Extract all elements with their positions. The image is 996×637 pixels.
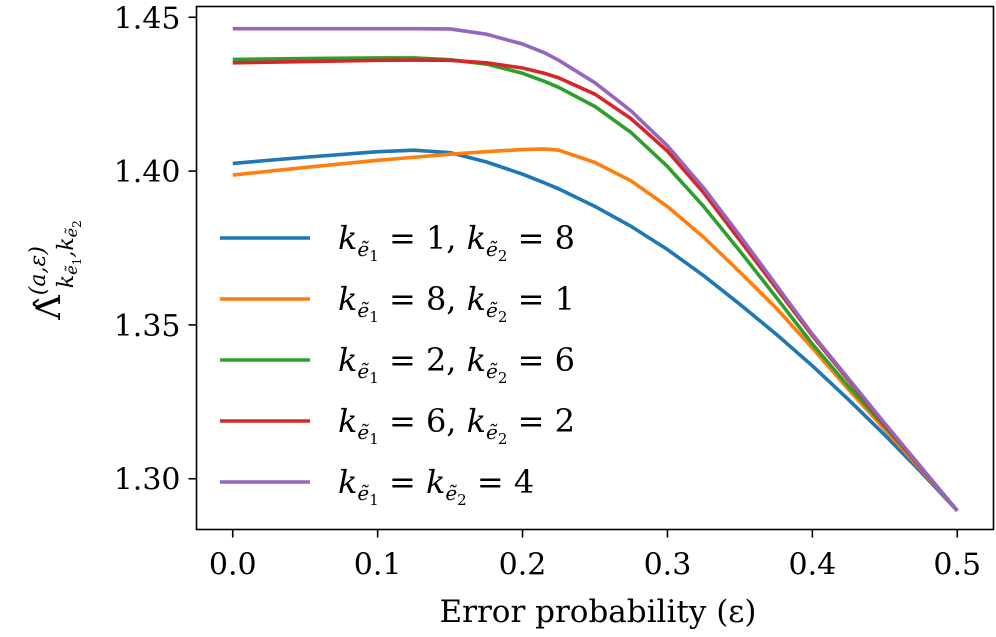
x-tick-label: 0.0 [209,548,257,583]
legend-label: kẽ1 = 2, kẽ2 = 6 [338,341,575,387]
y-axis-label-superscript: (a,ε) [26,246,51,295]
y-axis-label-subscript-e2: ẽ [62,227,81,237]
series-line-2 [232,147,959,512]
legend-label: kẽ1 = kẽ2 = 4 [338,463,534,509]
legend-label: kẽ1 = 6, kẽ2 = 2 [338,402,575,448]
x-tick-label: 0.5 [933,548,981,583]
x-axis-label: Error probability (ε) [440,594,757,630]
legend-item-4: kẽ1 = 6, kẽ2 = 2 [220,402,575,448]
legend-label: kẽ1 = 8, kẽ2 = 1 [338,280,575,326]
y-tick-label: 1.35 [114,309,181,344]
y-axis-label: Λ̂(a,ε) kẽ1,kẽ2 [26,220,84,321]
x-tick-label: 0.2 [499,548,547,583]
series-line-1 [232,148,959,512]
series-line-3 [232,56,959,512]
y-axis-label-base: Λ̂ [29,295,69,321]
x-tick-label: 0.4 [789,548,837,583]
y-tick-label: 1.45 [114,1,181,36]
legend: kẽ1 = 1, kẽ2 = 8 kẽ1 = 8, kẽ2 = 1 kẽ1 = 2,… [220,219,575,509]
svg-text:Λ̂(a,ε)kẽ1,kẽ2: Λ̂(a,ε) kẽ1,kẽ2 [26,220,84,321]
x-tick-label: 0.3 [644,548,692,583]
legend-item-3: kẽ1 = 2, kẽ2 = 6 [220,341,575,387]
y-axis-label-subscript-1: 1 [70,258,84,266]
y-axis-label-subscript-2: 2 [70,220,84,228]
legend-item-1: kẽ1 = 1, kẽ2 = 8 [220,219,575,265]
legend-label: kẽ1 = 1, kẽ2 = 8 [338,219,575,265]
x-tick-label: 0.1 [354,548,402,583]
y-tick-label: 1.40 [114,155,181,190]
x-axis: 0.0 0.1 0.2 0.3 0.4 0.5 [209,529,981,583]
y-axis-label-subscript-e1: ẽ [62,265,81,275]
series-line-5 [232,26,959,512]
series-layer [232,26,959,512]
y-tick-label: 1.30 [114,463,181,498]
plot-frame [195,5,995,531]
legend-item-5: kẽ1 = kẽ2 = 4 [220,463,534,509]
y-axis-label-subscript-k2: ,k [54,237,79,257]
legend-item-2: kẽ1 = 8, kẽ2 = 1 [220,280,575,326]
y-axis-label-subscript: k [54,275,79,288]
y-axis: 1.30 1.35 1.40 1.45 [114,1,197,498]
